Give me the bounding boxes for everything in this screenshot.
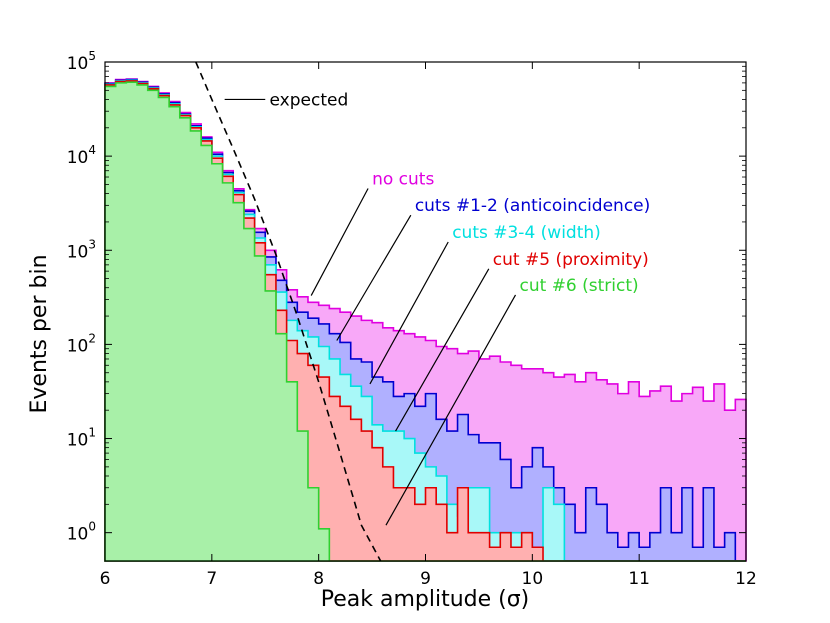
tick-layer: 6 7 8 9 10 11 12 100 101 102 103 104 105 [67,49,757,589]
y-tick-label: 103 [67,237,96,262]
x-tick-label: 12 [735,569,757,589]
x-tick-label: 6 [100,569,111,589]
series-layer [104,78,747,562]
annotation-pointer [395,268,490,432]
y-tick-label: 102 [67,331,96,356]
annotation-pointer [310,188,369,296]
series-label: cuts #3-4 (width) [452,223,601,243]
x-tick-label: 10 [522,569,544,589]
annotation-layer: no cuts cuts #1-2 (anticoincidence) cuts #… [224,90,650,526]
x-tick-label: 7 [206,569,217,589]
annotation-pointer [385,294,517,526]
expected-label: expected [270,90,349,110]
series-label: cut #6 (strict) [520,276,639,296]
x-tick-label: 11 [628,569,650,589]
series-label: cuts #1-2 (anticoincidence) [415,196,650,216]
x-axis-title: Peak amplitude (σ) [321,587,530,612]
x-tick-label: 8 [313,569,324,589]
series-label: no cuts [372,169,434,189]
y-tick-label: 101 [67,426,96,451]
x-tick-label: 9 [420,569,431,589]
y-tick-label: 104 [67,143,96,168]
annotation-pointer [336,214,412,341]
expected-curve [195,61,382,562]
y-tick-label: 100 [67,520,96,545]
annotation-pointer [369,241,449,385]
series-label: cut #5 (proximity) [493,250,649,270]
y-axis-title: Events per bin [27,254,52,413]
y-tick-label: 105 [67,49,96,74]
expected-layer [195,61,382,562]
